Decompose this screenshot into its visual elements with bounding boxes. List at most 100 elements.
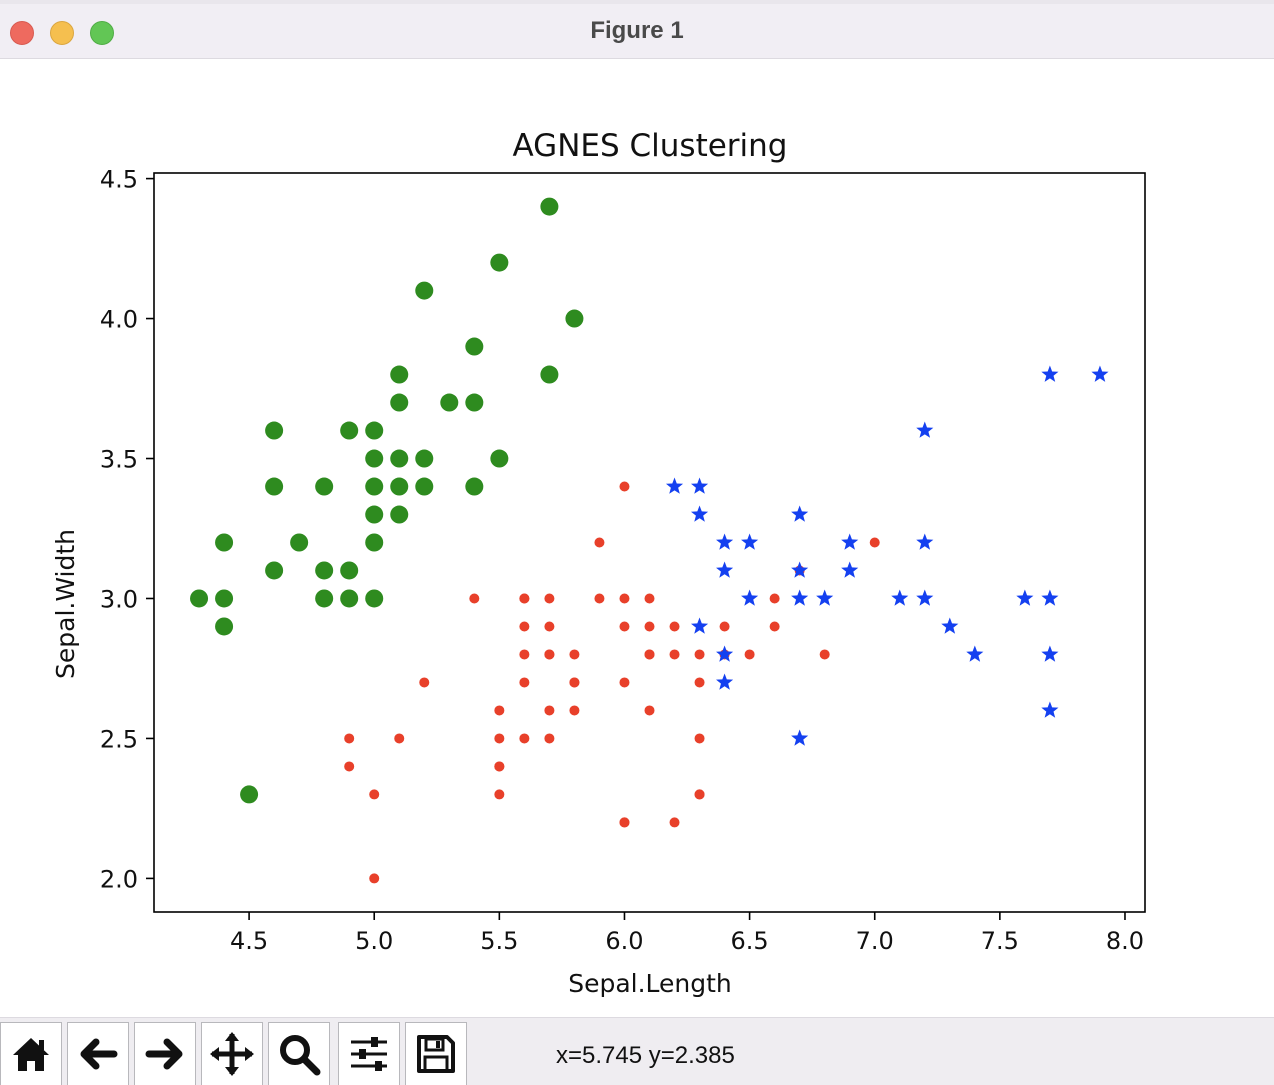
large-circle-point (465, 337, 484, 356)
close-window-button[interactable] (10, 21, 34, 45)
small-circle-point (619, 817, 630, 828)
star-point (1041, 589, 1059, 606)
small-circle-point (519, 649, 530, 660)
figure-canvas[interactable]: AGNES Clustering 4.5 5.0 5.5 6.0 6.5 7.0 7.5 8.… (0, 59, 1274, 1017)
small-circle-point (769, 593, 780, 604)
window-title: Figure 1 (590, 17, 684, 44)
x-tick-label: 6.5 (731, 927, 769, 955)
star-point (841, 561, 859, 578)
star-point (791, 561, 809, 578)
large-circle-point (340, 561, 359, 580)
small-circle-point (419, 677, 430, 688)
subplots-button[interactable] (338, 1022, 400, 1085)
large-circle-point (365, 533, 384, 552)
minimize-window-button[interactable] (50, 21, 74, 45)
navigation-toolbar: x=5.745 y=2.385 (0, 1017, 1274, 1085)
x-tick-label: 5.0 (355, 927, 393, 955)
large-circle-point (215, 533, 234, 552)
star-point (941, 617, 959, 634)
star-point (841, 533, 859, 550)
small-circle-point (619, 677, 630, 688)
x-axis-label: Sepal.Length (568, 969, 732, 998)
zoom-button[interactable] (268, 1022, 330, 1085)
small-circle-point (619, 593, 630, 604)
pan-button[interactable] (201, 1022, 263, 1085)
large-circle-point (315, 561, 334, 580)
large-circle-point (265, 561, 284, 580)
star-point (791, 729, 809, 746)
large-circle-point (365, 449, 384, 468)
star-point (665, 477, 684, 494)
small-circle-point (344, 733, 355, 744)
cursor-coordinates: x=5.745 y=2.385 (556, 1042, 735, 1069)
x-tick-label: 7.0 (856, 927, 894, 955)
small-circle-point (494, 705, 505, 716)
small-circle-point (494, 761, 505, 772)
small-circle-point (544, 733, 555, 744)
x-axis: 4.5 5.0 5.5 6.0 6.5 7.0 7.5 8.0 (230, 912, 1144, 955)
large-circle-point (315, 589, 334, 608)
large-circle-point (265, 421, 284, 440)
small-circle-point (694, 789, 705, 800)
forward-button[interactable] (134, 1022, 196, 1085)
large-circle-point (390, 505, 409, 524)
small-circle-point (544, 705, 555, 716)
star-point (916, 533, 934, 550)
small-circle-point (569, 649, 580, 660)
small-circle-point (394, 733, 405, 744)
small-circle-point (769, 621, 780, 632)
maximize-window-button[interactable] (90, 21, 114, 45)
small-circle-point (369, 873, 380, 884)
window-titlebar[interactable]: Figure 1 (0, 4, 1274, 59)
small-circle-point (369, 789, 380, 800)
star-point (916, 589, 934, 606)
large-circle-point (390, 365, 409, 384)
large-circle-point (240, 785, 259, 804)
small-circle-point (469, 593, 480, 604)
star-point (716, 645, 734, 662)
small-circle-point (594, 537, 605, 548)
star-point (791, 589, 809, 606)
large-circle-point (540, 365, 559, 384)
star-point (816, 589, 834, 606)
star-point (690, 505, 709, 522)
small-circle-point (344, 761, 355, 772)
small-circle-point (869, 537, 880, 548)
arrow-left-icon (80, 1038, 118, 1070)
large-circle-point (415, 281, 434, 300)
home-button[interactable] (0, 1022, 62, 1085)
star-point (966, 645, 984, 662)
star-point (1041, 365, 1059, 382)
back-button[interactable] (67, 1022, 129, 1085)
small-circle-point (744, 649, 755, 660)
scatter-chart[interactable]: AGNES Clustering 4.5 5.0 5.5 6.0 6.5 7.0 7.5 8.… (0, 59, 1274, 1017)
small-circle-point (694, 649, 705, 660)
move-icon (210, 1032, 254, 1076)
large-circle-point (340, 421, 359, 440)
y-tick-label: 2.0 (100, 865, 138, 893)
sliders-icon (351, 1037, 387, 1071)
small-circle-point (544, 593, 555, 604)
large-circle-point (565, 309, 584, 328)
small-circle-point (644, 621, 655, 632)
large-circle-point (340, 589, 359, 608)
y-axis: 2.0 2.5 3.0 3.5 4.0 4.5 (100, 166, 154, 893)
star-point (716, 533, 734, 550)
y-axis-label: Sepal.Width (51, 529, 80, 679)
small-circle-point (494, 733, 505, 744)
small-circle-point (494, 789, 505, 800)
star-point (1041, 701, 1059, 718)
save-button[interactable] (405, 1022, 467, 1085)
star-point (1041, 645, 1059, 662)
small-circle-point (519, 593, 530, 604)
home-icon (13, 1038, 49, 1071)
large-circle-point (415, 449, 434, 468)
small-circle-point (669, 621, 680, 632)
large-circle-point (190, 589, 209, 608)
chart-title: AGNES Clustering (513, 128, 788, 164)
large-circle-point (390, 449, 409, 468)
small-circle-point (569, 705, 580, 716)
x-tick-label: 4.5 (230, 927, 268, 955)
small-circle-point (669, 649, 680, 660)
small-circle-point (819, 649, 830, 660)
